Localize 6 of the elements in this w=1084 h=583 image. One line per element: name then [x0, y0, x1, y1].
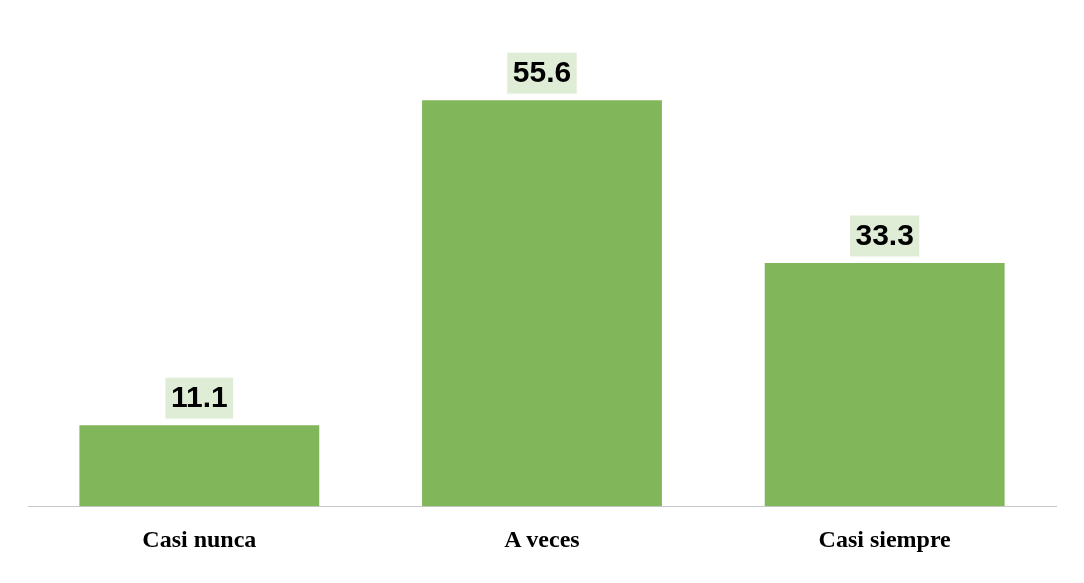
- x-tick-label: Casi nunca: [142, 525, 257, 552]
- x-tick-label: Casi siempre: [818, 525, 952, 552]
- data-label: 55.6: [512, 55, 572, 89]
- data-label: 11.1: [170, 380, 228, 414]
- data-label: 33.3: [855, 218, 914, 252]
- x-tick-label: A veces: [504, 525, 580, 552]
